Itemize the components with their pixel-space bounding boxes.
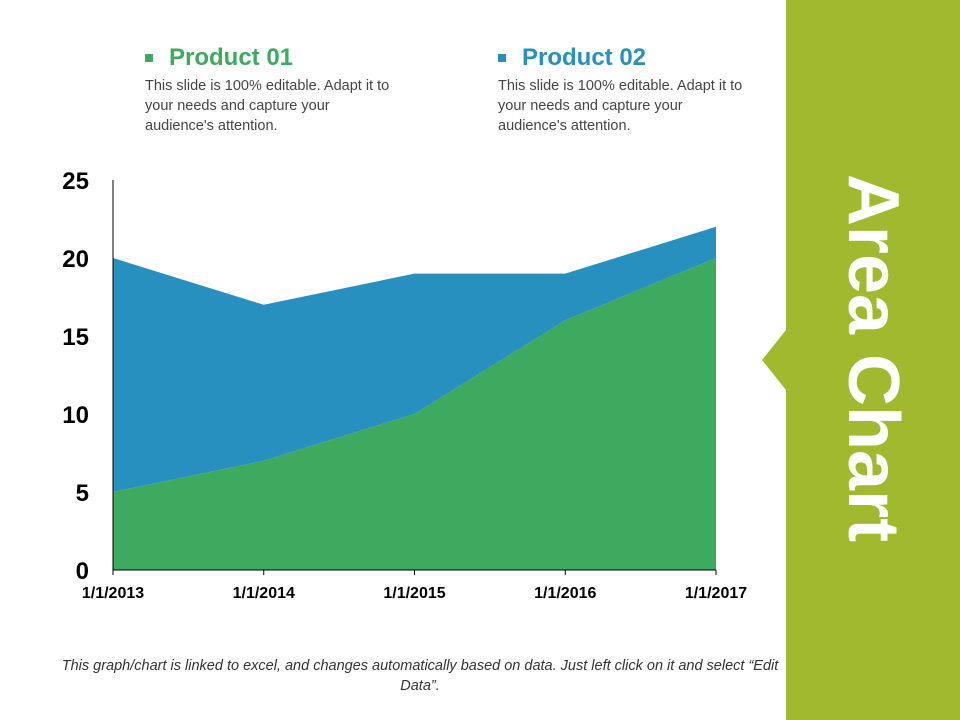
area-series-product-02 (113, 226, 716, 493)
y-tick-label: 20 (62, 246, 89, 273)
x-tick-label: 1/1/2016 (534, 585, 596, 602)
legend-description-product-02: This slide is 100% editable. Adapt it to… (498, 78, 743, 134)
y-tick-label: 5 (76, 480, 89, 507)
x-tick-label: 1/1/2015 (383, 585, 445, 602)
legend-description-product-01: This slide is 100% editable. Adapt it to… (145, 78, 390, 134)
legend-product-01: Product 01 This slide is 100% editable. … (145, 42, 395, 136)
y-tick-label: 0 (76, 558, 89, 585)
footnote: This graph/chart is linked to excel, and… (61, 658, 779, 694)
side-panel (786, 0, 960, 720)
legend-swatch-product-02 (498, 54, 506, 62)
legend-title-product-01: Product 01 (169, 44, 294, 71)
side-title: Area Chart (833, 173, 913, 543)
legend-swatch-product-01 (145, 54, 153, 62)
area-series-product-01 (113, 258, 716, 570)
legend-title-product-02: Product 02 (522, 44, 647, 71)
x-tick-label: 1/1/2017 (685, 585, 747, 602)
y-tick-label: 10 (62, 402, 89, 429)
side-panel-notch (762, 330, 786, 390)
y-tick-label: 25 (62, 168, 89, 195)
x-tick-label: 1/1/2013 (82, 585, 144, 602)
area-chart[interactable]: 0 5 10 15 20 25 1/1/2013 1/1/2014 1/1/2015 1/1/20… (0, 0, 786, 720)
legend-product-02: Product 02 This slide is 100% editable. … (498, 42, 748, 136)
y-tick-label: 15 (62, 324, 89, 351)
x-tick-label: 1/1/2014 (233, 585, 295, 602)
